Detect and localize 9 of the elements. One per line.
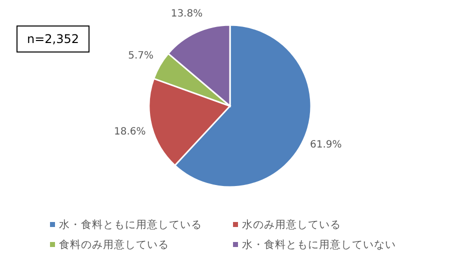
- data-label: 61.9%: [310, 140, 342, 151]
- legend-label: 水・食料ともに用意している: [59, 218, 202, 231]
- legend-label: 水のみ用意している: [242, 218, 341, 231]
- legend-label: 食料のみ用意している: [59, 238, 169, 251]
- data-label: 13.8%: [170, 8, 203, 20]
- data-label: 5.7%: [128, 50, 154, 62]
- data-label: 18.6%: [114, 126, 146, 138]
- text: n=2,352: [26, 32, 80, 46]
- legend-label: 水・食料ともに用意していない: [242, 238, 396, 251]
